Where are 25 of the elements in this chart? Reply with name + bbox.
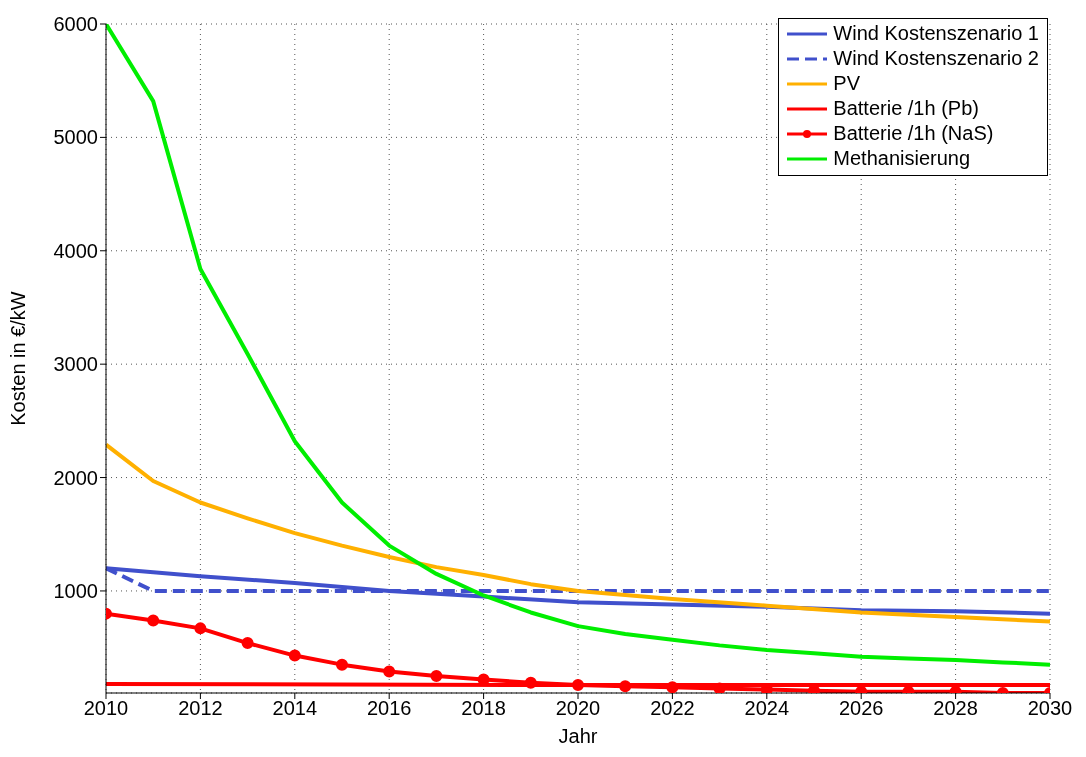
x-tick-label: 2022 xyxy=(650,697,695,720)
y-tick-label: 3000 xyxy=(53,353,98,376)
legend-label: Wind Kostenszenario 2 xyxy=(833,47,1039,70)
x-tick-label: 2028 xyxy=(933,697,978,720)
y-tick-label: 6000 xyxy=(53,13,98,36)
x-tick-label: 2014 xyxy=(272,697,318,720)
legend-label: Wind Kostenszenario 1 xyxy=(833,22,1039,45)
x-axis-title: Jahr xyxy=(558,725,598,747)
legend-label: Batterie /1h (Pb) xyxy=(833,97,979,120)
x-tick-label: 2030 xyxy=(1027,697,1073,720)
legend-label: Methanisierung xyxy=(833,147,971,170)
x-tick-label: 2024 xyxy=(744,697,790,720)
y-tick-label: 4000 xyxy=(53,239,98,262)
y-tick-label: 1000 xyxy=(53,580,98,603)
y-axis-title: Kosten in €/kW xyxy=(7,291,30,426)
x-tick-label: 2026 xyxy=(838,697,884,720)
x-tick-label: 2010 xyxy=(83,697,129,720)
y-tick-label: 5000 xyxy=(53,126,98,149)
legend-label: PV xyxy=(833,72,861,95)
y-tick-label: 2000 xyxy=(53,466,98,489)
x-tick-label: 2012 xyxy=(178,697,223,720)
x-tick-label: 2018 xyxy=(461,697,506,720)
x-tick-label: 2016 xyxy=(366,697,412,720)
legend-label: Batterie /1h (NaS) xyxy=(833,122,994,145)
x-tick-label: 2020 xyxy=(555,697,601,720)
